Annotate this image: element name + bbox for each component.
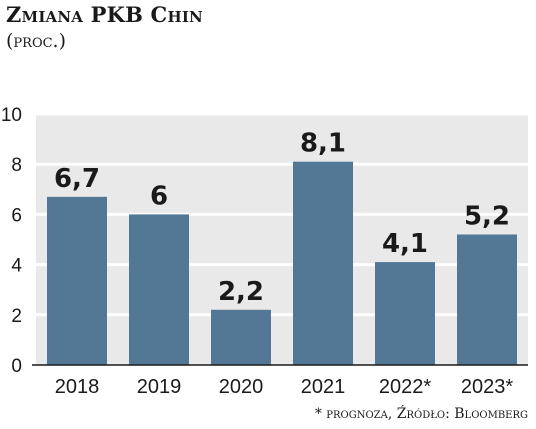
y-tick-label: 10 xyxy=(1,105,22,126)
bar-value-label: 4,1 xyxy=(382,229,428,259)
bar xyxy=(457,234,517,365)
chart-title: Zmiana PKB Chin xyxy=(6,2,203,27)
x-tick-label: 2022* xyxy=(379,376,431,398)
bar xyxy=(293,161,353,365)
y-tick-label: 2 xyxy=(11,306,22,327)
y-tick-label: 0 xyxy=(11,356,22,377)
x-tick-label: 2020 xyxy=(219,376,264,398)
bar xyxy=(47,196,107,365)
bar-value-label: 5,2 xyxy=(464,201,510,231)
x-tick-label: 2019 xyxy=(137,376,182,398)
bar-value-label: 6 xyxy=(150,181,168,211)
y-tick-label: 8 xyxy=(11,155,22,176)
y-tick-label: 4 xyxy=(11,256,22,277)
bar-value-label: 2,2 xyxy=(218,277,264,307)
bar-value-label: 8,1 xyxy=(300,129,346,159)
x-tick-label: 2018 xyxy=(55,376,100,398)
bar xyxy=(211,309,271,365)
chart-subtitle: (proc.) xyxy=(6,30,67,52)
source-note: * prognoza, Źródło: Bloomberg xyxy=(314,406,528,422)
bar-value-label: 6,7 xyxy=(54,164,100,194)
bar xyxy=(375,262,435,365)
x-tick-label: 2023* xyxy=(461,376,513,398)
bar xyxy=(129,214,189,365)
x-tick-label: 2021 xyxy=(301,376,346,398)
plot-area xyxy=(36,114,528,365)
y-tick-label: 6 xyxy=(11,205,22,226)
